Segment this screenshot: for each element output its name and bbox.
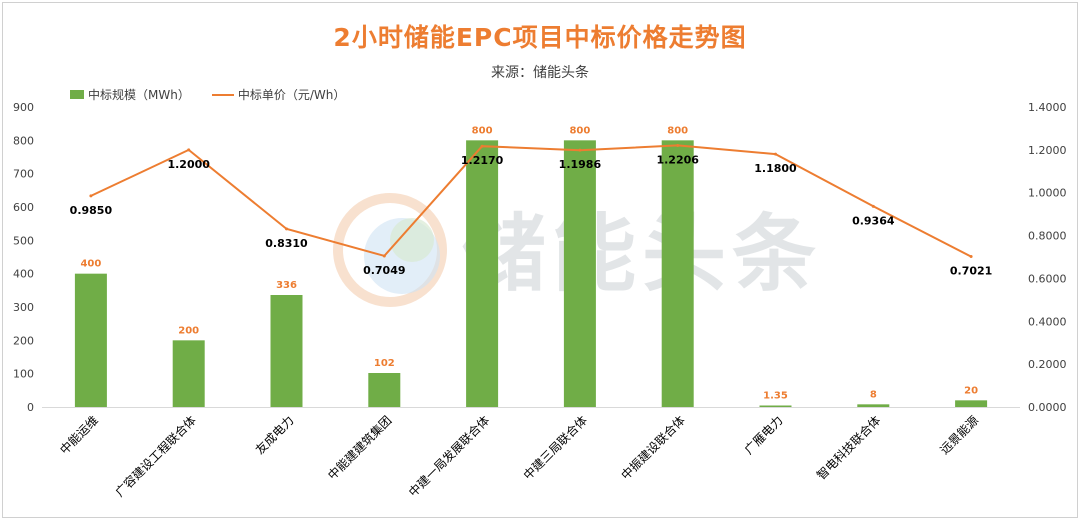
line-point [480, 144, 484, 148]
bar-data-label: 336 [276, 280, 297, 291]
bar [368, 373, 401, 407]
watermark-logo-dot [390, 218, 434, 262]
bar [466, 140, 499, 408]
line-data-label: 0.7021 [950, 265, 992, 278]
legend-swatch-bar [70, 90, 84, 99]
line-data-label: 1.1986 [559, 158, 602, 171]
bar-data-label: 800 [569, 125, 590, 136]
y2-tick-label: 0.4000 [1028, 315, 1067, 328]
y2-tick-label: 1.2000 [1028, 144, 1067, 157]
x-tick-label: 广容建设工程联合体 [112, 413, 199, 500]
legend-label-bar: 中标规模（MWh） [88, 88, 190, 102]
line-point [969, 255, 973, 259]
y2-tick-label: 1.0000 [1028, 187, 1067, 200]
y-tick-label: 500 [13, 234, 34, 247]
y2-tick-label: 0.6000 [1028, 272, 1067, 285]
bar-data-label: 800 [472, 125, 493, 136]
legend-swatch-line [211, 93, 234, 96]
x-tick-label: 中能建建筑集团 [324, 413, 394, 483]
bar [172, 340, 205, 407]
y2-tick-label: 0.2000 [1028, 358, 1067, 371]
y2-tick-label: 1.4000 [1028, 101, 1067, 114]
y-tick-label: 400 [13, 268, 34, 281]
y-tick-label: 900 [13, 101, 34, 114]
y-tick-label: 600 [13, 201, 34, 214]
bar [661, 140, 694, 408]
line-data-label: 1.2000 [167, 158, 210, 171]
bar-data-label: 1.35 [763, 391, 788, 402]
x-tick-label: 智电科技联合体 [813, 413, 883, 483]
bar [74, 273, 107, 407]
x-tick-label: 友成电力 [253, 413, 297, 457]
y2-tick-label: 0.0000 [1028, 401, 1067, 414]
y-tick-label: 200 [13, 334, 34, 347]
y-tick-label: 300 [13, 301, 34, 314]
x-tick-label: 中建一局发展联合体 [405, 413, 492, 500]
bar-data-label: 8 [870, 389, 877, 400]
line-point [285, 227, 288, 231]
line-point [187, 148, 191, 152]
y-tick-label: 100 [13, 368, 34, 381]
legend-item-line: 中标单价（元/Wh） [211, 86, 346, 103]
bar-data-label: 400 [80, 259, 101, 270]
bar [857, 404, 890, 407]
line-data-label: 1.2170 [461, 154, 504, 167]
y-tick-label: 700 [13, 168, 34, 181]
line-point [89, 194, 93, 198]
legend-item-bar: 中标规模（MWh） [70, 86, 190, 103]
line-point [578, 148, 582, 152]
bar [759, 405, 792, 407]
line-data-label: 0.8310 [265, 237, 308, 250]
line-series [90, 144, 972, 258]
bar-data-label: 800 [667, 125, 688, 136]
watermark: 储能头条 [333, 193, 822, 307]
line-data-label: 1.1800 [754, 162, 797, 175]
x-tick-label: 中建三局联合体 [520, 413, 590, 483]
y2-tick-label: 0.8000 [1028, 230, 1067, 243]
bar [955, 400, 988, 407]
x-tick-label: 中能运维 [56, 413, 101, 458]
bar-data-label: 102 [374, 358, 395, 369]
x-tick-label: 广雁电力 [742, 413, 786, 457]
x-tick-label: 远景能源 [937, 413, 981, 457]
bar-data-label: 20 [964, 385, 978, 396]
line-point [382, 254, 386, 258]
line-data-label: 0.9364 [852, 214, 895, 227]
line-point [774, 152, 777, 156]
x-tick-label: 中振建设联合体 [618, 413, 688, 483]
bar-data-label: 200 [178, 325, 199, 336]
bar [563, 140, 596, 408]
y-tick-label: 0 [27, 401, 34, 414]
y-tick-label: 800 [13, 134, 34, 147]
chart-subtitle: 来源：储能头条 [491, 65, 589, 81]
line-point [871, 204, 875, 208]
line-point [676, 143, 680, 147]
watermark-text: 储能头条 [462, 205, 822, 303]
line-data-label: 1.2206 [656, 153, 699, 166]
chart-legend: 中标规模（MWh） 中标单价（元/Wh） [70, 86, 367, 103]
chart-title: 2小时储能EPC项目中标价格走势图 [333, 23, 747, 52]
legend-label-line: 中标单价（元/Wh） [237, 88, 346, 102]
bar [270, 295, 303, 407]
line-data-label: 0.9850 [70, 204, 113, 217]
watermark-logo-ring [333, 193, 447, 307]
line-data-label: 0.7049 [363, 264, 405, 277]
